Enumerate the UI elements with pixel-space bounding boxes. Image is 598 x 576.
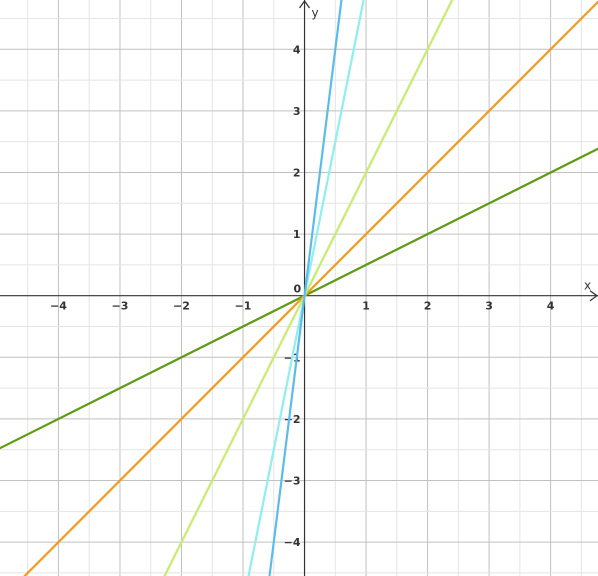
series-line-slope-2 <box>163 0 454 576</box>
y-axis-label: y <box>312 6 319 20</box>
x-tick-label: 1 <box>362 300 370 313</box>
x-axis-arrow-icon <box>589 290 598 302</box>
series-line-slope-0-5 <box>0 147 598 450</box>
origin-label: 0 <box>294 283 302 296</box>
x-tick-label: 2 <box>424 300 432 313</box>
y-tick-label: −4 <box>284 536 301 549</box>
x-tick-label: 4 <box>547 300 555 313</box>
x-tick-label: −3 <box>112 300 129 313</box>
y-tick-label: −2 <box>284 413 301 426</box>
x-tick-label: −1 <box>235 300 252 313</box>
y-tick-label: −3 <box>284 475 301 488</box>
y-tick-label: 3 <box>293 105 301 118</box>
y-axis-arrow-icon <box>299 0 311 9</box>
x-tick-label: −4 <box>50 300 67 313</box>
series-line-slope-1 <box>23 0 598 576</box>
y-tick-label: 1 <box>293 228 301 241</box>
y-tick-label: 4 <box>293 43 301 56</box>
y-tick-label: 2 <box>293 166 301 179</box>
x-axis-label: x <box>584 279 591 293</box>
x-tick-label: −2 <box>173 300 190 313</box>
x-tick-label: 3 <box>485 300 493 313</box>
series-line-slope-8 <box>268 0 343 576</box>
